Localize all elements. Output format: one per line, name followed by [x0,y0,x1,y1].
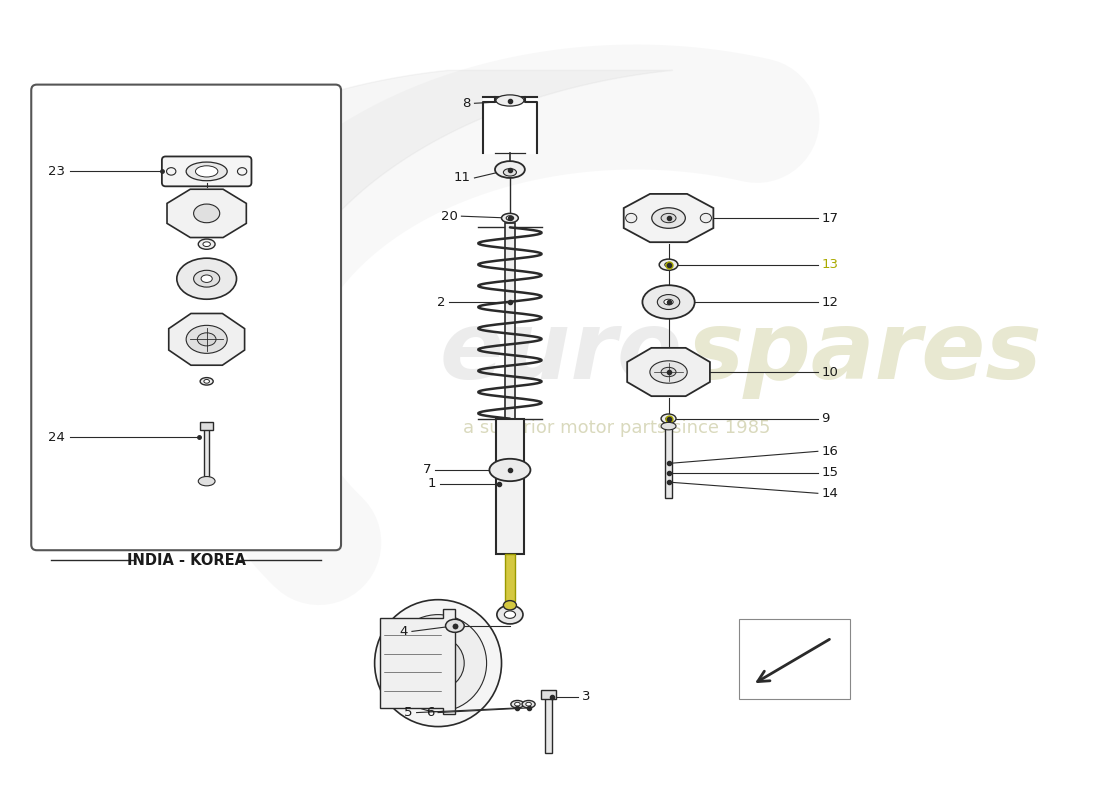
Ellipse shape [658,294,680,310]
Ellipse shape [497,606,522,624]
Text: 24: 24 [48,431,65,444]
Ellipse shape [186,326,228,354]
Text: a superior motor parts since 1985: a superior motor parts since 1985 [463,419,771,437]
Ellipse shape [652,208,685,228]
Text: 11: 11 [453,171,471,185]
Ellipse shape [198,477,216,486]
Ellipse shape [204,379,209,383]
Ellipse shape [496,95,524,106]
Ellipse shape [490,458,530,481]
Text: 20: 20 [441,210,458,222]
Bar [541,690,556,698]
Text: 12: 12 [822,295,838,309]
Ellipse shape [495,161,525,178]
Ellipse shape [177,258,236,299]
Ellipse shape [504,169,517,176]
Text: INDIA - KOREA: INDIA - KOREA [126,553,245,568]
Ellipse shape [502,214,518,222]
Ellipse shape [526,702,531,706]
Ellipse shape [515,702,520,706]
Bar [505,222,515,418]
Text: 9: 9 [822,412,829,425]
Ellipse shape [194,204,220,222]
Ellipse shape [200,378,213,385]
Ellipse shape [626,214,637,222]
Ellipse shape [504,611,516,618]
Ellipse shape [238,168,246,175]
Text: 1: 1 [428,478,437,490]
Bar [496,418,524,554]
Ellipse shape [197,333,216,346]
Ellipse shape [701,214,712,222]
Ellipse shape [650,361,688,383]
Polygon shape [381,609,455,714]
Ellipse shape [186,162,228,181]
FancyBboxPatch shape [31,85,341,550]
Text: 17: 17 [822,211,838,225]
Text: 4: 4 [399,625,408,638]
Text: 13: 13 [822,258,838,271]
Text: 2: 2 [437,295,446,309]
Polygon shape [167,190,246,238]
Text: euro: euro [440,307,682,399]
Text: 6: 6 [426,706,434,719]
Circle shape [389,614,486,712]
Text: 15: 15 [822,466,838,479]
Polygon shape [624,194,714,242]
Ellipse shape [661,367,676,377]
Text: 14: 14 [822,487,838,500]
Text: 16: 16 [822,445,838,458]
Bar [204,425,209,479]
Ellipse shape [166,168,176,175]
Text: 7: 7 [424,463,431,477]
Ellipse shape [196,166,218,177]
Text: 8: 8 [462,97,471,110]
Ellipse shape [510,701,524,708]
Text: spares: spares [688,307,1042,399]
Polygon shape [168,314,244,366]
Ellipse shape [661,422,676,430]
FancyBboxPatch shape [162,157,252,186]
Circle shape [375,600,502,726]
Ellipse shape [661,414,676,423]
Bar [666,426,672,498]
Text: 23: 23 [48,165,65,178]
Text: 10: 10 [822,366,838,378]
Ellipse shape [664,299,673,305]
Ellipse shape [198,239,216,250]
Ellipse shape [504,601,517,610]
Ellipse shape [194,270,220,287]
Bar [546,692,552,753]
Text: 5: 5 [405,706,412,719]
Polygon shape [627,348,710,396]
Ellipse shape [522,701,535,708]
Ellipse shape [446,619,464,632]
Polygon shape [483,97,537,153]
Ellipse shape [661,214,676,222]
Ellipse shape [506,216,514,220]
Ellipse shape [659,259,678,270]
Circle shape [411,637,464,690]
Ellipse shape [201,275,212,282]
Text: 3: 3 [582,690,591,703]
Bar [505,554,515,601]
Ellipse shape [202,242,210,246]
Ellipse shape [642,286,695,319]
Ellipse shape [666,417,671,421]
Bar [200,422,213,430]
Ellipse shape [664,262,672,267]
